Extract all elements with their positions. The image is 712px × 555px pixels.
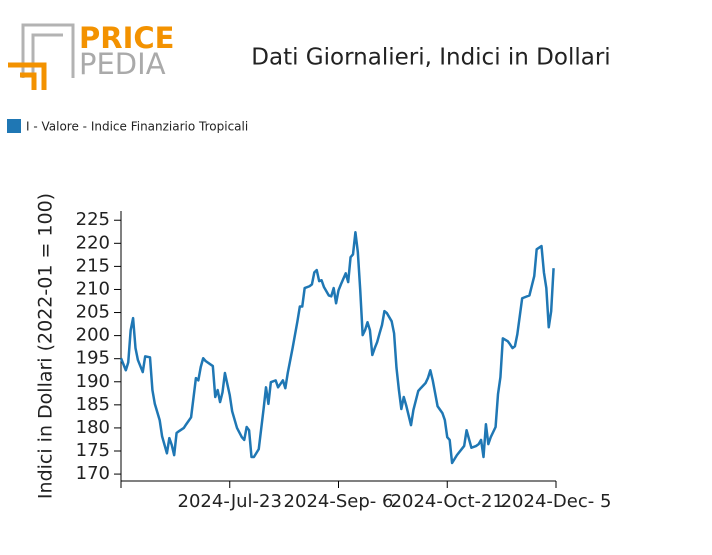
logo: PRICE PEDIA <box>8 21 174 90</box>
y-tick-label: 190 <box>76 371 110 392</box>
series-line <box>119 230 555 465</box>
y-tick-label: 200 <box>76 325 110 346</box>
y-axis-label: Indici in Dollari (2022-01 = 100) <box>35 193 57 499</box>
x-tick-label: 2024-Oct-21 <box>391 491 504 512</box>
y-tick-label: 180 <box>76 417 110 438</box>
x-tick-label: 2024-Dec- 5 <box>501 491 612 512</box>
y-tick-label: 195 <box>76 348 110 369</box>
logo-mark <box>20 72 37 90</box>
y-tick-label: 210 <box>76 278 110 299</box>
x-tick-label: 2024-Jul-23 <box>178 491 282 512</box>
logo-frame <box>31 33 63 78</box>
y-tick-label: 205 <box>76 302 110 323</box>
y-tick-label: 225 <box>76 209 110 230</box>
y-tick-label: 175 <box>76 440 110 461</box>
x-tick-label: 2024-Sep- 6 <box>284 491 394 512</box>
logo-text: PEDIA <box>79 47 166 81</box>
y-tick-label: 185 <box>76 394 110 415</box>
logo-text: PRICE <box>79 21 174 55</box>
legend-label: I - Valore - Indice Finanziario Tropical… <box>26 120 248 134</box>
y-tick-label: 215 <box>76 255 110 276</box>
y-tick-label: 170 <box>76 463 110 484</box>
logo-mark <box>8 62 47 90</box>
legend-swatch <box>7 119 21 133</box>
chart-title: Dati Giornalieri, Indici in Dollari <box>251 45 610 71</box>
logo-frame <box>21 23 75 78</box>
y-tick-label: 220 <box>76 232 110 253</box>
